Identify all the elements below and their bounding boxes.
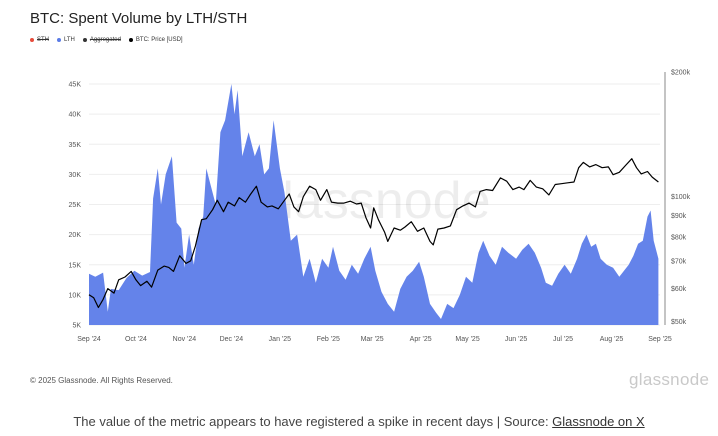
legend: STH LTH Aggregated BTC: Price [USD] [30, 37, 183, 43]
x-tick-Oct24: Oct '24 [125, 336, 147, 343]
right-axis-ticks: $50k $60k $70k $80k $90k $100k $200k [671, 70, 691, 326]
y-left-tick-30K: 30K [69, 172, 82, 179]
x-axis-ticks: Sep '24 Oct '24 Nov '24 Dec '24 Jan '25 Feb '… [77, 336, 672, 343]
x-tick-Sep25: Sep '25 [648, 336, 672, 343]
caption: The value of the metric appears to have … [0, 414, 718, 429]
x-tick-May25: May '25 [455, 336, 479, 343]
legend-lth-label: LTH [64, 37, 75, 43]
legend-item-sth[interactable]: STH [30, 37, 49, 43]
copyright-text: © 2025 Glassnode. All Rights Reserved. [30, 376, 173, 385]
y-left-tick-5K: 5K [72, 323, 81, 330]
legend-sth-label: STH [37, 37, 49, 43]
x-tick-Jun25: Jun '25 [505, 336, 527, 343]
y-left-tick-25K: 25K [69, 202, 82, 209]
y-right-tick-$50k: $50k [671, 319, 687, 326]
legend-price-label: BTC: Price [USD] [135, 37, 183, 43]
x-tick-Jan25: Jan '25 [269, 336, 291, 343]
x-tick-Mar25: Mar '25 [361, 336, 384, 343]
legend-item-aggregated[interactable]: Aggregated [82, 37, 121, 43]
y-right-tick-$200k: $200k [671, 70, 691, 77]
legend-item-price[interactable]: BTC: Price [USD] [128, 37, 183, 43]
chart-frame: BTC: Spent Volume by LTH/STH STH LTH Agg… [30, 10, 710, 389]
x-tick-Nov24: Nov '24 [173, 336, 197, 343]
legend-price-dot [128, 38, 133, 42]
y-right-tick-$90k: $90k [671, 213, 687, 220]
x-tick-Jul25: Jul '25 [553, 336, 573, 343]
source-link[interactable]: Glassnode on X [552, 414, 645, 429]
legend-item-lth[interactable]: LTH [57, 37, 75, 43]
y-right-tick-$70k: $70k [671, 258, 687, 265]
y-right-tick-$100k: $100k [671, 194, 691, 201]
caption-text: The value of the metric appears to have … [73, 414, 553, 429]
x-tick-Dec24: Dec '24 [220, 336, 244, 343]
y-left-tick-40K: 40K [69, 112, 82, 119]
x-tick-Feb25: Feb '25 [317, 336, 340, 343]
x-tick-Sep24: Sep '24 [77, 336, 101, 343]
legend-lth-dot [57, 38, 61, 42]
legend-aggregated-dot [82, 38, 87, 42]
y-left-tick-15K: 15K [69, 262, 82, 269]
x-tick-Apr25: Apr '25 [410, 336, 432, 343]
y-right-tick-$80k: $80k [671, 234, 687, 241]
y-left-tick-10K: 10K [69, 292, 82, 299]
x-tick-Aug25: Aug '25 [600, 336, 624, 343]
lth-area[interactable] [89, 84, 659, 325]
y-right-tick-$60k: $60k [671, 286, 687, 293]
brand-logo-text: glassnode [629, 370, 710, 389]
price-line[interactable] [88, 158, 659, 309]
y-left-tick-20K: 20K [69, 232, 82, 239]
y-left-tick-45K: 45K [69, 82, 82, 89]
left-axis-ticks: 5K 10K 15K 20K 25K 30K 35K 40K 45K [69, 82, 82, 330]
legend-aggregated-label: Aggregated [89, 37, 121, 43]
legend-sth-dot [30, 38, 34, 42]
chart-title: BTC: Spent Volume by LTH/STH [30, 10, 248, 27]
y-left-tick-35K: 35K [69, 142, 82, 149]
